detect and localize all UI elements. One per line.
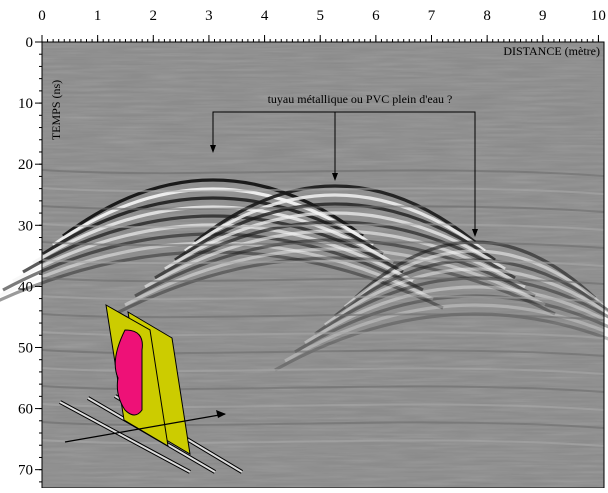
layer	[41, 187, 605, 195]
y-tick-label: 20	[18, 157, 33, 173]
layer	[41, 421, 605, 429]
arrow-head	[210, 145, 216, 153]
reflection	[134, 238, 536, 298]
layer	[41, 403, 605, 411]
x-tick-label: 5	[316, 8, 324, 24]
reflection	[42, 196, 384, 256]
arrow-head	[332, 173, 338, 181]
y-tick-label: 70	[18, 463, 33, 479]
x-tick-label: 7	[428, 8, 436, 24]
x-tick-label: 1	[94, 8, 102, 24]
layer	[41, 295, 605, 303]
layer	[41, 367, 605, 375]
y-tick-label: 50	[18, 340, 33, 356]
arrow-head	[472, 229, 478, 237]
reflection	[22, 214, 404, 274]
layer	[41, 349, 605, 357]
x-axis-label: DISTANCE (mètre)	[503, 44, 600, 58]
reflection	[284, 303, 608, 363]
layer	[41, 277, 605, 285]
x-tick-label: 9	[539, 8, 547, 24]
reflection	[52, 187, 374, 247]
x-tick-label: 6	[372, 8, 380, 24]
layer	[41, 205, 605, 213]
reflection	[324, 267, 608, 327]
x-tick-label: 0	[38, 8, 46, 24]
x-tick-label: 4	[261, 8, 269, 24]
x-tick-label: 10	[591, 8, 606, 24]
x-tick-label: 2	[150, 8, 158, 24]
reflection	[194, 184, 476, 244]
reflection	[304, 285, 608, 345]
reflection	[2, 232, 424, 292]
reflection	[184, 193, 486, 253]
annotation: tuyau métallique ou PVC plein d'eau ?	[268, 92, 453, 106]
layer	[41, 223, 605, 231]
annotation-lines	[212, 111, 476, 232]
reflection	[12, 223, 414, 283]
y-axis-label: TEMPS (ns)	[49, 80, 63, 140]
reflections	[0, 169, 608, 447]
y-tick-label: 10	[18, 96, 33, 112]
reflection	[174, 202, 496, 262]
layer	[41, 241, 605, 249]
layer	[41, 169, 605, 177]
x-tick-label: 3	[205, 8, 213, 24]
layer	[41, 259, 605, 267]
inset-illustration	[59, 304, 244, 474]
x-tick-label: 8	[483, 8, 491, 24]
y-tick-label: 0	[26, 35, 34, 51]
layer	[41, 385, 605, 393]
y-tick-label: 40	[18, 279, 33, 295]
reflection	[62, 178, 364, 238]
reflection	[114, 256, 556, 316]
y-tick-label: 30	[18, 218, 33, 234]
y-tick-label: 60	[18, 402, 33, 418]
layer	[41, 439, 605, 447]
reflection	[32, 205, 394, 265]
